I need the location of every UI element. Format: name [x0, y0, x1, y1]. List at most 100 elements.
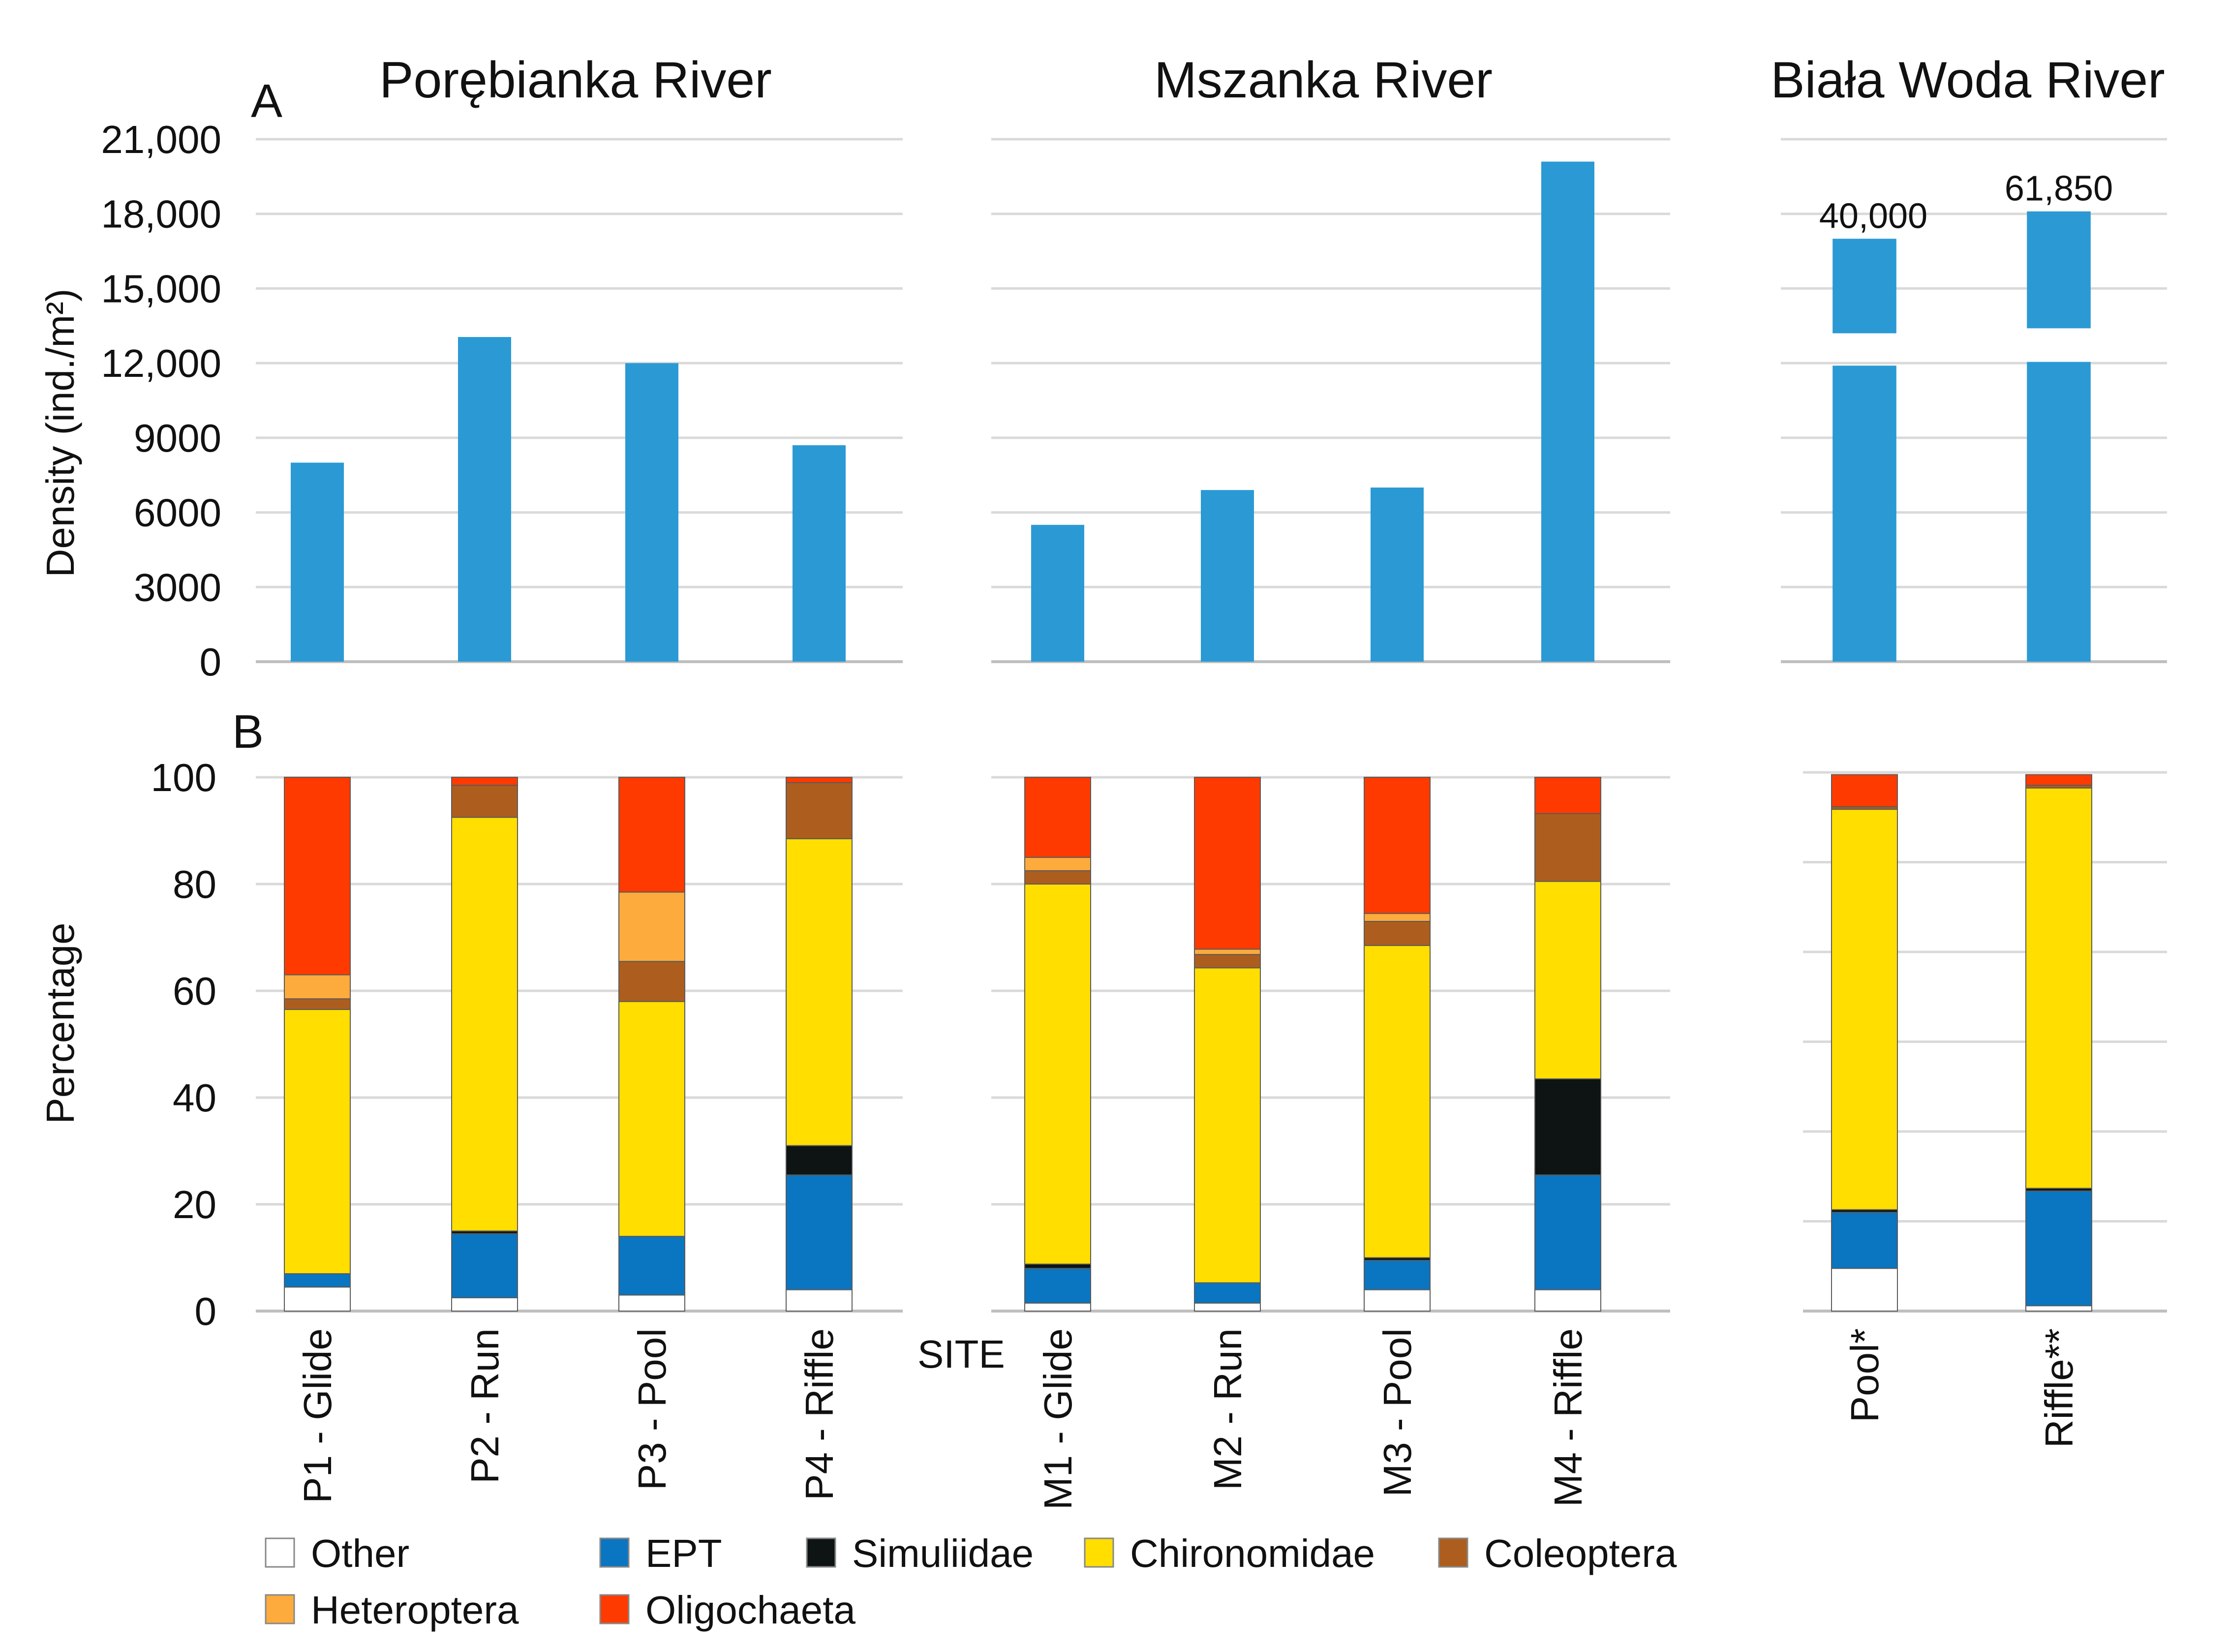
- density-axis-title: Density (ind./m²): [38, 289, 82, 578]
- stack-other-pool: [1831, 1268, 1898, 1312]
- stack-coleoptera-p1-glide: [284, 998, 351, 1010]
- stack-ept-p4-riffle: [786, 1174, 853, 1290]
- stack-simuliidae-m1-glide: [1024, 1263, 1091, 1269]
- stack-ept-m1-glide: [1024, 1268, 1091, 1304]
- legend-swatch-simuliidae: [806, 1537, 836, 1568]
- density-bar-p1-glide: [291, 462, 344, 662]
- stack-coleoptera-p4-riffle: [786, 782, 853, 839]
- stack-ept-m2-run: [1194, 1282, 1261, 1304]
- legend-swatch-chironomidae: [1084, 1537, 1114, 1568]
- site-label-p4-riffle: P4 - Riffle: [797, 1328, 841, 1500]
- legend-label-simuliidae: Simuliidae: [852, 1531, 1034, 1575]
- stack-oligochaeta-p1-glide: [284, 777, 351, 976]
- stack-ept-p3-pool: [618, 1236, 685, 1296]
- stack-oligochaeta-m1-glide: [1024, 777, 1091, 858]
- site-label-pool: Pool*: [1843, 1328, 1887, 1422]
- density-chart: 0 3000 6000 9000 12,000 15,000 18,000 21,000 40,…: [101, 118, 2167, 684]
- density-bar-p4-riffle: [793, 445, 846, 662]
- panel-b-label: B: [232, 705, 264, 758]
- density-tick-label: 12,000: [101, 341, 221, 385]
- legend-label-coleoptera: Coleoptera: [1484, 1531, 1677, 1575]
- stack-heteroptera-p1-glide: [284, 974, 351, 1000]
- stack-heteroptera-m2-run: [1194, 948, 1261, 955]
- site-label-m1-glide: M1 - Glide: [1036, 1328, 1080, 1510]
- site-label-m3-pool: M3 - Pool: [1375, 1328, 1419, 1497]
- stack-simuliidae-p4-riffle: [786, 1145, 853, 1176]
- river-title-porebianka: Porębianka River: [379, 52, 772, 109]
- density-tick-label: 3000: [134, 565, 221, 609]
- stack-other-m2-run: [1194, 1302, 1261, 1312]
- density-tick-label: 6000: [134, 491, 221, 535]
- density-value-label: 40,000: [1819, 196, 1927, 236]
- site-labels: P1 - Glide P2 - Run P3 - Pool P4 - Riffle M1…: [296, 1328, 2081, 1510]
- stack-chironomidae-m3-pool: [1364, 945, 1431, 1258]
- legend-label-ept: EPT: [645, 1531, 722, 1575]
- percentage-chart: 0 20 40 60 80 100: [151, 756, 2167, 1333]
- stack-oligochaeta-m4-riffle: [1534, 777, 1601, 814]
- stack-ept-m3-pool: [1364, 1259, 1431, 1290]
- stack-oligochaeta-p4-riffle: [786, 777, 853, 783]
- stack-other-m1-glide: [1024, 1302, 1091, 1312]
- stack-chironomidae-m1-glide: [1024, 884, 1091, 1265]
- stack-heteroptera-m3-pool: [1364, 913, 1431, 922]
- density-bar-m1-glide: [1031, 524, 1084, 662]
- site-label-m2-run: M2 - Run: [1206, 1328, 1250, 1490]
- stack-ept-p1-glide: [284, 1273, 351, 1288]
- stack-chironomidae-p3-pool: [618, 1001, 685, 1237]
- stack-coleoptera-m2-run: [1194, 954, 1261, 969]
- stack-heteroptera-p3-pool: [618, 891, 685, 962]
- stack-other-riffle: [2025, 1305, 2092, 1312]
- legend-swatch-oligochaeta: [599, 1594, 630, 1624]
- legend-swatch-other: [265, 1537, 295, 1568]
- site-label-p1-glide: P1 - Glide: [296, 1328, 339, 1503]
- density-bar-pool: [1832, 366, 1896, 662]
- density-tick-label: 0: [200, 640, 222, 684]
- legend-label-heteroptera: Heteroptera: [311, 1588, 519, 1632]
- density-bar-m2-run: [1201, 490, 1254, 662]
- density-bar-p2-run: [458, 337, 511, 662]
- percentage-tick-label: 60: [173, 969, 216, 1013]
- stack-oligochaeta-p3-pool: [618, 777, 685, 893]
- density-bar-m4-riffle: [1541, 161, 1594, 662]
- legend: Other EPT Simuliidae Chironomidae Coleoptera…: [265, 1531, 1677, 1632]
- site-label-p2-run: P2 - Run: [463, 1328, 507, 1484]
- density-tick-label: 15,000: [101, 267, 221, 310]
- density-bar-riffle-upper: [2027, 211, 2091, 329]
- river-title-biala-woda: Biała Woda River: [1771, 52, 2165, 109]
- stack-chironomidae-riffle: [2025, 787, 2092, 1189]
- stack-chironomidae-p4-riffle: [786, 838, 853, 1146]
- density-value-label: 61,850: [2005, 169, 2113, 209]
- site-label-p3-pool: P3 - Pool: [630, 1328, 674, 1490]
- density-bar-pool-upper: [1832, 239, 1896, 334]
- panel-a-label: A: [251, 75, 282, 127]
- stack-other-m3-pool: [1364, 1289, 1431, 1312]
- stack-coleoptera-m1-glide: [1024, 870, 1091, 885]
- stack-other-p1-glide: [284, 1286, 351, 1312]
- stack-ept-riffle: [2025, 1190, 2092, 1307]
- percentage-tick-label: 100: [151, 756, 216, 799]
- density-tick-label: 18,000: [101, 192, 221, 236]
- density-bar-riffle: [2027, 362, 2091, 662]
- legend-swatch-ept: [599, 1537, 630, 1568]
- percentage-tick-label: 0: [195, 1289, 217, 1333]
- stack-coleoptera-p3-pool: [618, 961, 685, 1002]
- stack-other-p3-pool: [618, 1294, 685, 1312]
- stack-ept-p2-run: [451, 1233, 518, 1298]
- stack-oligochaeta-m3-pool: [1364, 777, 1431, 914]
- percentage-tick-label: 20: [173, 1183, 216, 1226]
- stack-heteroptera-m1-glide: [1024, 857, 1091, 871]
- legend-label-other: Other: [311, 1531, 409, 1575]
- site-label-riffle: Riffle**: [2037, 1328, 2081, 1448]
- stack-oligochaeta-m2-run: [1194, 777, 1261, 950]
- river-title-mszanka: Mszanka River: [1154, 52, 1493, 109]
- percentage-tick-label: 40: [173, 1076, 216, 1120]
- legend-swatch-coleoptera: [1438, 1537, 1468, 1568]
- stack-chironomidae-pool: [1831, 809, 1898, 1210]
- density-bar-p3-pool: [625, 363, 678, 662]
- density-bar-m3-pool: [1371, 488, 1424, 662]
- percentage-tick-label: 80: [173, 862, 216, 906]
- stack-oligochaeta-pool: [1831, 774, 1898, 807]
- stack-chironomidae-p2-run: [451, 817, 518, 1232]
- legend-label-chironomidae: Chironomidae: [1130, 1531, 1375, 1575]
- density-tick-label: 9000: [134, 416, 221, 460]
